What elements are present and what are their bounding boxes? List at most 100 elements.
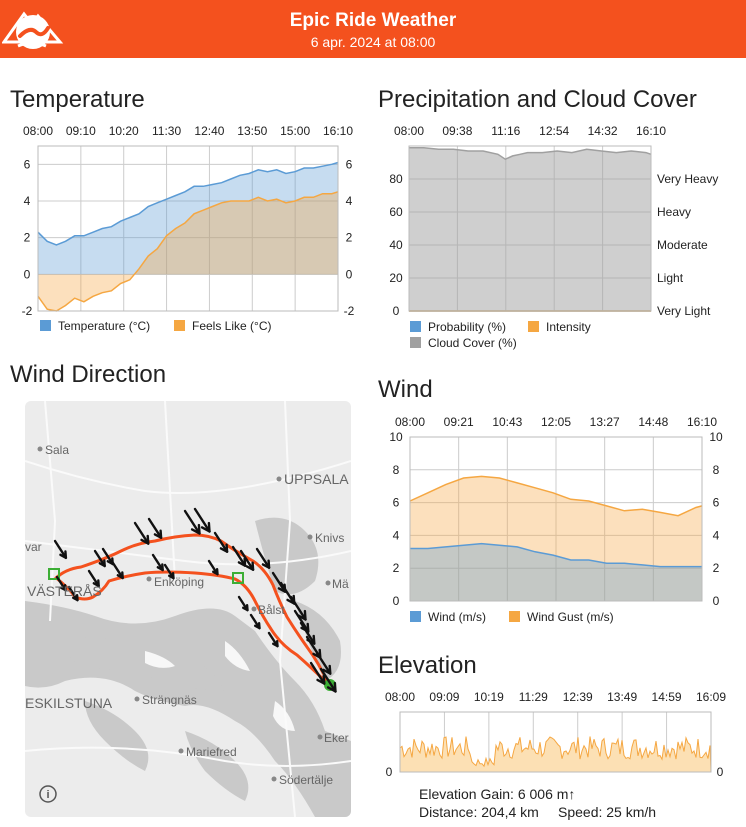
legend-probability: Probability (%) — [428, 320, 506, 334]
y-tick-label-right: 8 — [713, 463, 720, 477]
y-tick-label: 0 — [393, 594, 400, 608]
y-tick-label-right: 6 — [713, 496, 720, 510]
legend-cloud-cover: Cloud Cover (%) — [428, 336, 517, 350]
y-tick-label: 20 — [389, 271, 403, 285]
wind-arrow — [55, 575, 67, 592]
wind-arrows — [53, 507, 337, 693]
land-patches — [145, 641, 295, 731]
x-tick-label: 08:00 — [23, 124, 53, 138]
precipitation-title: Precipitation and Cloud Cover — [378, 86, 697, 113]
x-tick-label: 11:29 — [519, 690, 548, 704]
wind-arrow — [239, 549, 255, 571]
x-tick-label: 16:10 — [323, 124, 353, 138]
wind-direction-title: Wind Direction — [10, 361, 167, 388]
wind-arrow-head — [212, 568, 219, 576]
y-tick-label-right: 6 — [346, 157, 353, 171]
wind-title: Wind — [378, 376, 433, 403]
y-tick-label-right: 0 — [346, 267, 353, 281]
wind-arrow-head — [190, 523, 201, 535]
temperature-plot-frame — [37, 145, 339, 312]
x-tick-label: 11:16 — [491, 124, 520, 138]
series-line — [37, 191, 339, 312]
x-tick-label: 08:00 — [395, 415, 425, 429]
wind-arrow-head — [316, 674, 326, 685]
map-place-labels: Sala UPPSALA Knivs Mä Enköping VÄSTERÅS … — [25, 443, 349, 787]
legend-swatch-temperature — [40, 320, 51, 331]
y-tick-label: -2 — [22, 304, 33, 318]
map-label-mariefred: Mariefred — [186, 745, 237, 759]
map-label-uppsala: UPPSALA — [284, 471, 349, 487]
x-tick-label: 10:43 — [492, 415, 522, 429]
wind-arrow — [309, 661, 326, 685]
wind-arrow-head — [245, 561, 255, 571]
wind-plot-frame — [409, 436, 703, 602]
legend-swatch-cloud-cover — [410, 337, 421, 348]
wind-arrow-head — [116, 571, 124, 580]
wind-arrow-head — [60, 584, 67, 592]
wind-arrow — [213, 531, 229, 553]
wind-arrow — [93, 549, 106, 568]
wind-arrow — [101, 547, 114, 566]
map-label-knivsta: Knivs — [315, 531, 344, 545]
y-tick-label: 2 — [393, 561, 400, 575]
legend-swatch-wind — [410, 611, 421, 622]
wind-arrow-head — [326, 681, 337, 693]
wind-arrow — [319, 667, 337, 693]
y-tick-label: 4 — [24, 194, 31, 208]
wind-arrow — [67, 585, 79, 602]
y-tick-label: 8 — [393, 463, 400, 477]
legend-wind-gust: Wind Gust (m/s) — [527, 610, 614, 624]
app-title: Epic Ride Weather — [289, 10, 457, 31]
info-icon[interactable]: i — [39, 785, 57, 803]
wind-arrow-head — [168, 572, 175, 580]
wind-arrow — [111, 561, 124, 580]
map-label-sala: Sala — [45, 443, 69, 457]
svg-text:i: i — [46, 789, 49, 801]
wind-arrow-head — [254, 622, 261, 630]
map-label-vasteras: VÄSTERÅS — [27, 583, 102, 599]
map-label-ekero: Eker — [324, 731, 349, 745]
x-tick-label: 10:20 — [109, 124, 139, 138]
elevation-plot-frame — [399, 711, 712, 773]
x-tick-label: 16:10 — [687, 415, 717, 429]
elevation-chart: 08:00 09:09 10:19 11:29 12:39 13:49 14:59 16:09… — [385, 690, 726, 779]
intensity-level-label: Very Light — [657, 304, 711, 318]
legend-intensity: Intensity — [546, 320, 591, 334]
x-tick-label: 09:09 — [429, 690, 459, 704]
x-tick-label: 15:00 — [280, 124, 310, 138]
x-tick-label: 10:19 — [474, 690, 504, 704]
wind-arrow — [193, 507, 211, 533]
wind-arrow — [249, 613, 261, 630]
legend-swatch-wind-gust — [509, 611, 520, 622]
wind-arrow-head — [156, 563, 164, 572]
x-tick-label: 13:27 — [590, 415, 620, 429]
intensity-level-label: Heavy — [657, 205, 691, 219]
y-tick-label-right: 4 — [713, 528, 720, 542]
intensity-level-label: Moderate — [657, 238, 708, 252]
route-waypoint-marker — [232, 572, 244, 584]
y-tick-label: 2 — [24, 231, 31, 245]
wind-arrow — [237, 595, 249, 612]
y-tick-label: 10 — [389, 430, 403, 444]
y-tick-label-right: -2 — [344, 304, 355, 318]
wind-arrow — [299, 621, 316, 645]
wind-arrow-head — [242, 604, 249, 612]
wind-chart: 08:00 09:21 10:43 12:05 13:27 14:48 16:10 10 10… — [389, 415, 723, 624]
y-tick-label: 4 — [393, 528, 400, 542]
map-label-balsta: Bålst — [258, 603, 285, 617]
distance: Distance: 204,4 km — [419, 804, 539, 820]
y-tick-label: 60 — [389, 205, 403, 219]
x-tick-label: 09:21 — [444, 415, 474, 429]
x-tick-label: 14:48 — [638, 415, 668, 429]
wind-arrow-head — [140, 534, 150, 545]
series-area — [38, 191, 338, 311]
wind-arrow — [151, 553, 164, 572]
wind-arrow — [231, 545, 247, 567]
wind-direction-map[interactable]: Sala UPPSALA Knivs Mä Enköping VÄSTERÅS … — [25, 401, 351, 817]
x-tick-label: 08:00 — [385, 690, 415, 704]
y-tick-label: 0 — [393, 304, 400, 318]
y-tick-label: 6 — [24, 157, 31, 171]
roads — [25, 401, 351, 817]
wind-arrow-head — [59, 550, 68, 559]
x-tick-label: 09:10 — [66, 124, 96, 138]
